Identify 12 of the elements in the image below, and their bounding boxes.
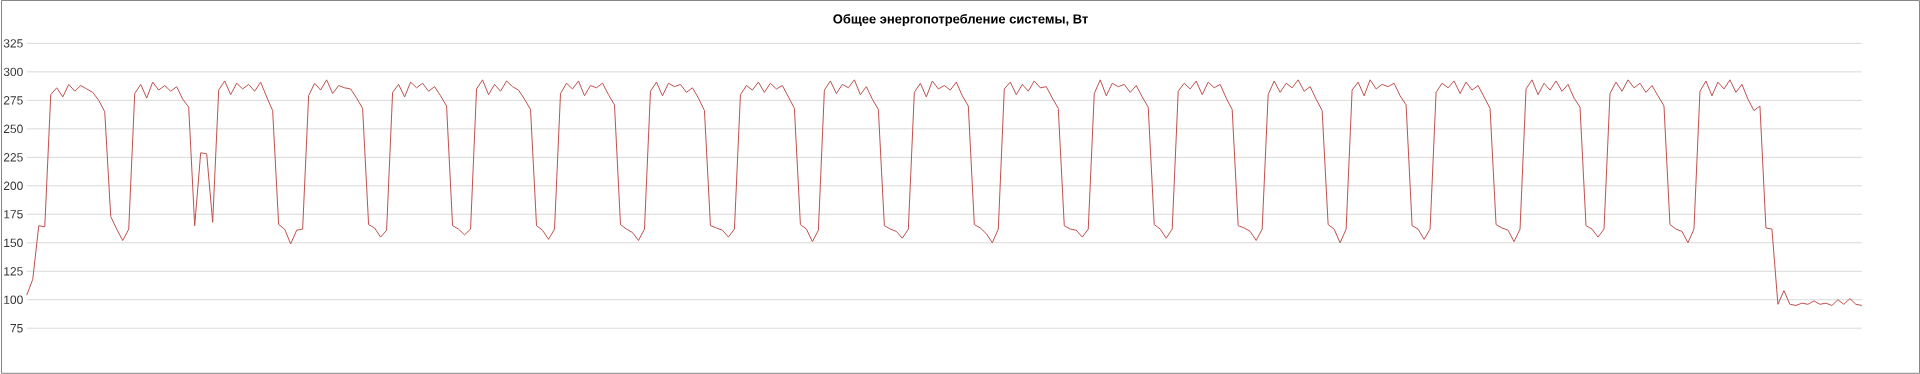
y-tick-label: 75 bbox=[10, 324, 23, 333]
y-tick-label: 125 bbox=[4, 267, 23, 276]
y-tick-label: 225 bbox=[3, 153, 23, 162]
y-tick-label: 275 bbox=[3, 96, 23, 105]
y-tick-label: 150 bbox=[4, 238, 23, 248]
chart-title: Общее энергопотребление системы, Вт bbox=[833, 13, 1088, 27]
y-tick-label: 300 bbox=[3, 67, 23, 77]
y-tick-label: 175 bbox=[4, 210, 23, 219]
y-tick-label: 200 bbox=[3, 181, 23, 191]
y-tick-label: 100 bbox=[4, 295, 23, 305]
y-tick-label: 325 bbox=[3, 39, 23, 48]
y-tick-label: 250 bbox=[3, 124, 23, 134]
